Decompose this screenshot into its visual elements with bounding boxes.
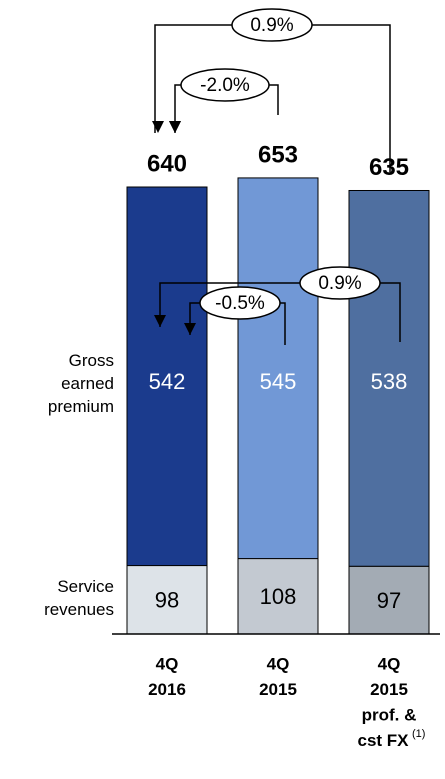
- series-label: Gross earned premium: [47, 350, 114, 416]
- x-tick-label: 4Q: [378, 654, 401, 673]
- bar-segment: [126, 186, 208, 567]
- annotation-text: -0.5%: [215, 293, 265, 314]
- x-tick-label: 2015: [370, 680, 408, 699]
- bar-segment: [237, 177, 319, 560]
- bar-segment: [126, 565, 208, 635]
- footnote-mark: (1): [412, 728, 425, 740]
- value-label: 108: [260, 584, 297, 609]
- annotation-bubble: [180, 68, 270, 102]
- annotation-bubble: [199, 286, 281, 320]
- value-label: 97: [377, 588, 401, 613]
- x-tick-label: 2015: [259, 680, 297, 699]
- arrow-head: [154, 315, 166, 327]
- value-label: 538: [371, 369, 408, 394]
- x-tick-label: prof. &: [362, 705, 417, 724]
- annotation-text: 0.9%: [250, 15, 293, 36]
- value-label: 542: [149, 369, 186, 394]
- arrow-head: [152, 121, 164, 133]
- x-tick-label: 2016: [148, 680, 186, 699]
- value-label: 98: [155, 588, 179, 613]
- bracket-line: [159, 282, 401, 342]
- x-tick-label: 4Q: [156, 654, 179, 673]
- total-label: 653: [258, 141, 298, 168]
- total-label: 635: [369, 154, 409, 181]
- annotation-text: 0.9%: [318, 273, 361, 294]
- annotation-text: -2.0%: [200, 75, 250, 96]
- bar-segment: [348, 189, 430, 567]
- x-tick-label: cst FX: [357, 731, 409, 750]
- arrow-head: [184, 323, 196, 335]
- total-label: 640: [147, 150, 187, 177]
- series-label: Service revenues: [44, 577, 114, 619]
- x-tick-label: 4Q: [267, 654, 290, 673]
- annotation-bubble: [231, 8, 313, 42]
- bar-segment: [237, 558, 319, 635]
- value-label: 545: [260, 369, 297, 394]
- annotation-bubble: [299, 266, 381, 300]
